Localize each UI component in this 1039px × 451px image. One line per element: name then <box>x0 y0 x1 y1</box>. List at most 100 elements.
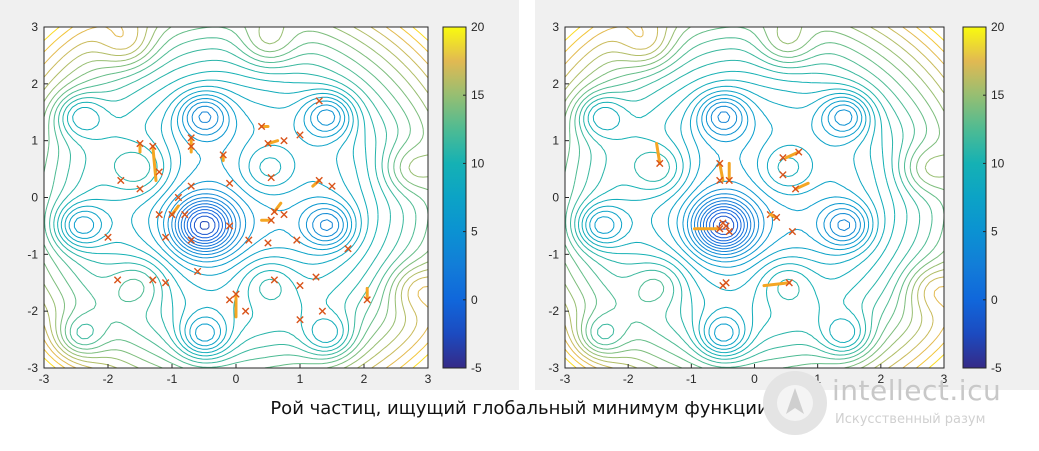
particle-trail <box>655 142 662 165</box>
particle-marker <box>187 182 195 190</box>
particle-marker <box>788 227 797 236</box>
contour-line <box>570 48 921 364</box>
particle-marker <box>181 210 189 219</box>
contour-line <box>49 48 404 364</box>
y-tick-label: -1 <box>27 247 38 261</box>
colorbar-tick-label: 20 <box>471 20 485 34</box>
contour-line <box>705 209 742 242</box>
particle-marker <box>117 176 125 185</box>
particle-marker <box>225 222 234 230</box>
contour-line <box>565 27 944 368</box>
particle-marker <box>232 290 240 298</box>
colorbar-tick-label: 15 <box>991 88 1005 102</box>
contour-line <box>44 27 428 368</box>
particle-marker <box>155 168 163 176</box>
x-tick-label: -3 <box>560 372 571 386</box>
contour-line <box>44 27 428 368</box>
y-tick-label: 0 <box>552 191 559 205</box>
particle-marker <box>270 208 279 216</box>
particle-marker <box>187 134 195 142</box>
particle-marker <box>270 276 279 284</box>
particle-marker <box>168 210 176 219</box>
contour-line <box>180 203 230 247</box>
contour-line <box>68 90 357 347</box>
contour-lines <box>565 27 944 368</box>
particle-marker <box>245 236 253 244</box>
contour-line <box>183 206 227 244</box>
x-tick-label: 1 <box>814 372 821 386</box>
contour-line <box>690 105 857 255</box>
contour-line <box>177 200 233 250</box>
y-tick-label: 1 <box>31 134 38 148</box>
contour-line <box>44 27 428 368</box>
y-tick-label: -3 <box>27 361 38 375</box>
colorbar-tick-label: 10 <box>991 156 1005 170</box>
contour-line <box>565 27 944 368</box>
particle-marker <box>363 296 371 304</box>
contour-line <box>697 200 752 250</box>
particle-marker <box>318 307 327 315</box>
contour-line <box>44 27 428 368</box>
y-tick-label: 3 <box>31 20 38 34</box>
particle-marker <box>716 225 724 233</box>
particle-marker <box>791 185 800 193</box>
particle-marker <box>280 210 288 219</box>
particle-marker <box>155 210 163 219</box>
contour-line <box>565 27 944 368</box>
particle-marker <box>716 176 724 185</box>
contour-line <box>686 101 861 259</box>
contour-line <box>60 79 369 354</box>
particle-marker <box>779 154 787 162</box>
contour-line <box>565 27 944 368</box>
x-tick-label: 2 <box>361 372 368 386</box>
contour-line <box>703 206 745 244</box>
particle-marker <box>257 122 266 131</box>
particle-marker <box>264 139 272 148</box>
chart-panel-right: -3 -2 -1 0 1 2 3 -3 -2 -1 0 1 2 3 20 15 10 5 0 -5 <box>535 0 1039 390</box>
particle-marker <box>161 233 170 241</box>
colorbar-tick-label: 5 <box>991 225 998 239</box>
y-tick-label: 2 <box>31 77 38 91</box>
watermark-title: intellect.icu <box>832 374 1002 407</box>
y-tick-label: -2 <box>27 304 38 318</box>
particle-marker <box>716 159 724 168</box>
contour-line <box>574 59 908 360</box>
colorbar-tick-label: 0 <box>991 293 998 307</box>
x-tick-label: 0 <box>233 372 240 386</box>
y-tick-label: 0 <box>31 191 38 205</box>
x-tick-label: -1 <box>686 372 697 386</box>
particle-marker <box>193 267 202 276</box>
particle-marker <box>315 176 323 185</box>
contour-line <box>565 27 944 368</box>
contour-line <box>53 59 391 360</box>
particle-marker <box>136 139 144 148</box>
contour-chart-left: -3 -2 -1 0 1 2 3 -3 -2 -1 0 1 2 3 20 15 10 5 0 -5 <box>27 20 485 386</box>
particle-marker <box>795 148 803 156</box>
contour-line <box>44 27 428 368</box>
contour-line <box>186 209 223 242</box>
particle-marker <box>264 239 272 247</box>
contour-line <box>694 111 850 252</box>
contour-line <box>174 111 333 252</box>
y-tick-label: 3 <box>552 20 559 34</box>
colorbar-tick-label: 5 <box>471 225 478 239</box>
particle-marker <box>136 185 144 193</box>
particle-marker <box>722 222 730 230</box>
particle-marker <box>328 182 336 190</box>
colorbar-tick-label: 10 <box>471 156 485 170</box>
x-tick-label: 3 <box>425 372 432 386</box>
contour-line <box>199 221 210 230</box>
contour-line <box>709 212 739 239</box>
particle-trail <box>784 150 801 160</box>
particle-marker <box>267 173 275 182</box>
particle-marker <box>296 315 304 324</box>
chart-panel-left: -3 -2 -1 0 1 2 3 -3 -2 -1 0 1 2 3 20 15 10 5 0 -5 <box>0 0 519 390</box>
contour-line <box>585 85 879 350</box>
particle-marker <box>241 307 250 315</box>
y-tick-label: -1 <box>548 247 559 261</box>
particle-marker <box>149 276 157 284</box>
particle-marker <box>161 279 170 287</box>
colorbar-tick-label: -5 <box>471 361 482 375</box>
x-tick-label: 0 <box>751 372 758 386</box>
contour-line <box>44 27 428 368</box>
